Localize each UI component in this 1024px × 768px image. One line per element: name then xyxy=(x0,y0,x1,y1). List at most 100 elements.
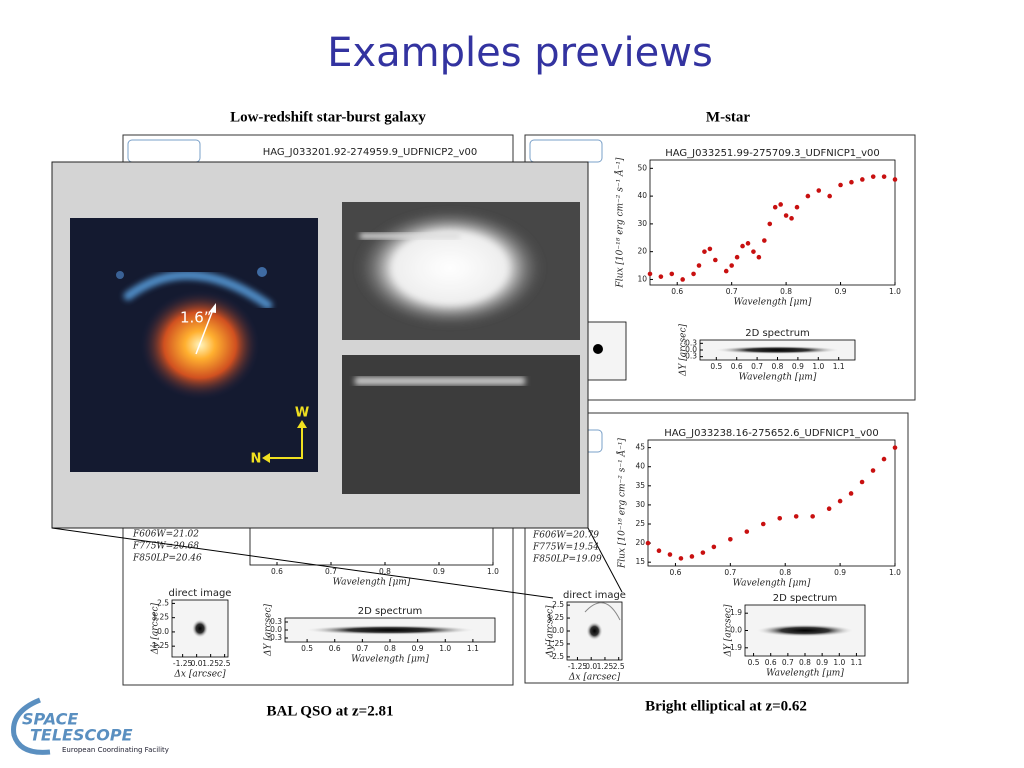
logo-stamp xyxy=(529,139,603,163)
data-point xyxy=(870,174,876,179)
x-axis-label: Wavelength [μm] xyxy=(333,578,411,588)
y-tick-label: 1.25 xyxy=(547,613,564,622)
data-point xyxy=(711,544,717,550)
data-point xyxy=(760,521,766,527)
magnitude: F606W=20.79 xyxy=(532,531,599,541)
title: Examples previews xyxy=(327,30,713,76)
data-point xyxy=(744,529,750,534)
magnitude: F850LP=20.46 xyxy=(132,554,202,564)
spectrum-image xyxy=(342,355,580,494)
x-axis-label: Δx [arcsec] xyxy=(173,670,226,680)
x-tick-label: 0.7 xyxy=(726,287,738,296)
y-tick-label: 2.5 xyxy=(157,598,169,607)
x-tick-label: 0.7 xyxy=(325,567,337,576)
y-tick-label: -0.3 xyxy=(682,352,697,361)
data-point xyxy=(647,271,653,277)
plot-title: HAG_J033201.92-274959.9_UDFNICP2_v00 xyxy=(263,147,478,158)
arc xyxy=(123,270,273,310)
x-tick-label: 0.8 xyxy=(779,568,791,577)
logo-text: TELESCOPE xyxy=(30,726,133,745)
data-point xyxy=(728,536,733,542)
x-tick-label: 0.9 xyxy=(412,644,424,653)
scale-line xyxy=(195,306,215,355)
data-point xyxy=(680,277,685,282)
data-point xyxy=(816,188,822,193)
y-tick-label: 0.0 xyxy=(552,626,564,635)
magnitude: F606W=21.02 xyxy=(132,530,199,540)
y-tick-label: -0.3 xyxy=(267,633,282,642)
x-tick-label: 1.25 xyxy=(202,659,219,668)
x-tick-label: 0.7 xyxy=(724,568,736,577)
x-tick-label: 1.0 xyxy=(889,568,901,577)
x-tick-label: 1.25 xyxy=(597,662,614,671)
caption: Bright elliptical at z=0.62 xyxy=(645,698,807,714)
plot-title: 2D spectrum xyxy=(358,606,423,617)
data-point xyxy=(826,506,832,512)
data-point xyxy=(762,238,767,243)
data-point xyxy=(870,468,876,473)
trace xyxy=(715,346,840,354)
x-tick-label: 0.5 xyxy=(748,658,760,667)
y-tick-label: -2.5 xyxy=(549,652,564,661)
x-tick-label: 0.7 xyxy=(782,658,794,667)
x-tick-label: 1.1 xyxy=(833,362,845,371)
x-tick-label: 0.6 xyxy=(765,658,777,667)
x-tick-label: -1.25 xyxy=(173,659,193,668)
data-point xyxy=(881,174,887,179)
x-tick-label: 0.9 xyxy=(835,287,847,296)
y-tick-label: 30 xyxy=(637,219,647,228)
x-axis-label: Wavelength [μm] xyxy=(733,579,811,589)
plot-title: HAG_J033238.16-275652.6_UDFNICP1_v00 xyxy=(664,428,879,439)
y-tick-label: 1.25 xyxy=(152,613,169,622)
x-tick-label: 2.5 xyxy=(219,659,231,668)
x-tick-label: 0.6 xyxy=(271,567,283,576)
scale-label: 1.6” xyxy=(180,309,212,327)
y-tick-label: 0.3 xyxy=(685,338,697,347)
y-tick-label: 0.0 xyxy=(685,345,697,354)
y-tick-label: 20 xyxy=(635,538,645,547)
trace xyxy=(306,625,474,635)
caption: BAL QSO at z=2.81 xyxy=(267,703,394,719)
x-tick-label: 0.8 xyxy=(780,287,792,296)
x-tick-label: 1.0 xyxy=(833,658,845,667)
plot-title: 2D spectrum xyxy=(745,328,810,339)
data-point xyxy=(892,177,898,182)
y-tick-label: 35 xyxy=(635,481,645,490)
data-point xyxy=(729,263,734,268)
data-point xyxy=(849,179,854,185)
plot-title: direct image xyxy=(169,588,232,599)
x-tick-label: 0.7 xyxy=(751,362,763,371)
data-point xyxy=(734,254,740,260)
logo-stamp xyxy=(127,139,201,163)
magnitude: F775W=19.54 xyxy=(532,543,599,553)
data-point xyxy=(691,271,696,277)
y-tick-label: 40 xyxy=(635,462,645,471)
data-point xyxy=(745,241,751,246)
x-tick-label: 0.0 xyxy=(191,659,203,668)
data-point xyxy=(713,257,718,263)
compass-n: N xyxy=(251,452,262,467)
data-point xyxy=(881,456,887,462)
data-point xyxy=(859,479,865,485)
x-tick-label: 0.9 xyxy=(816,658,828,667)
y-tick-label: -1.9 xyxy=(727,643,742,652)
connector xyxy=(587,527,623,593)
y-tick-label: 40 xyxy=(637,191,647,200)
y-tick-label: 1.9 xyxy=(730,608,742,617)
y-tick-label: 50 xyxy=(637,163,647,172)
plot-title: 2D spectrum xyxy=(773,593,838,604)
y-axis-label: Flux [10⁻¹⁸ erg cm⁻² s⁻¹ Å⁻¹] xyxy=(614,157,626,288)
x-tick-label: 0.6 xyxy=(671,287,683,296)
y-tick-label: -1.25 xyxy=(150,641,170,650)
data-point xyxy=(783,213,789,218)
logo-text: European Coordinating Facility xyxy=(62,746,169,754)
x-tick-label: 0.8 xyxy=(772,362,784,371)
data-point xyxy=(827,193,832,199)
data-point xyxy=(837,498,843,504)
y-tick-label: 0.0 xyxy=(157,627,169,636)
x-tick-label: 0.9 xyxy=(433,567,445,576)
caption: Low-redshift star-burst galaxy xyxy=(230,109,426,125)
x-tick-label: 0.9 xyxy=(834,568,846,577)
caption: M-star xyxy=(706,109,750,125)
